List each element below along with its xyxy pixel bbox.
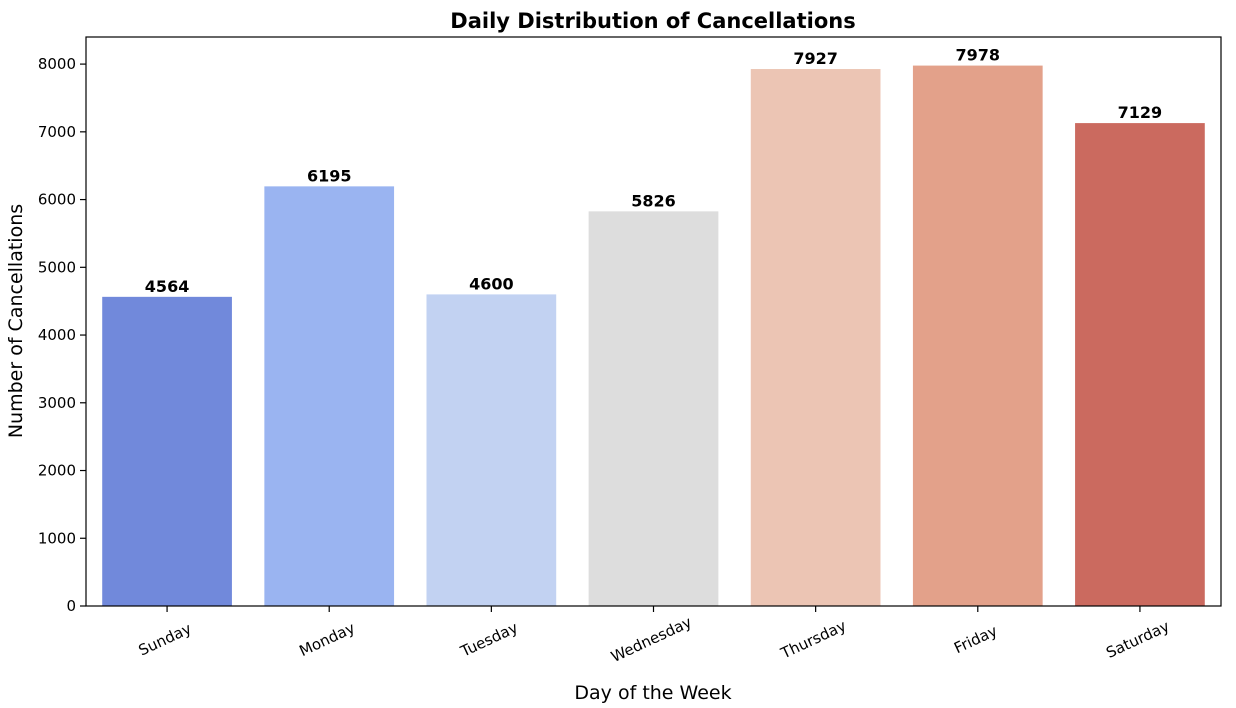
y-tick-label: 4000: [38, 326, 76, 344]
data-label-thursday: 7927: [793, 49, 838, 68]
data-label-monday: 6195: [307, 166, 352, 185]
bar-thursday: [750, 69, 881, 607]
x-tick-label-sunday: Sunday: [136, 619, 195, 659]
x-tick-label-tuesday: Tuesday: [457, 618, 521, 661]
bar-tuesday: [426, 294, 557, 606]
x-tick-label-monday: Monday: [296, 619, 357, 660]
data-label-sunday: 4564: [145, 277, 190, 296]
bars-group: 4564 6195 4600 5826 7927 7978 7129: [102, 46, 1205, 607]
data-label-tuesday: 4600: [469, 274, 514, 293]
data-label-saturday: 7129: [1118, 103, 1163, 122]
bar-saturday: [1075, 123, 1205, 606]
bar-wednesday: [588, 211, 719, 607]
chart-title: Daily Distribution of Cancellations: [450, 9, 855, 33]
bar-monday: [264, 186, 395, 607]
x-tick-label-wednesday: Wednesday: [608, 613, 694, 666]
y-tick-label: 1000: [38, 529, 76, 547]
y-tick-label: 6000: [38, 191, 76, 209]
y-tick-label: 8000: [38, 55, 76, 73]
bar-sunday: [102, 296, 232, 606]
x-tick-label-saturday: Saturday: [1103, 617, 1172, 662]
data-label-wednesday: 5826: [631, 191, 676, 210]
plot-frame: [85, 36, 1222, 607]
x-axis: Sunday Monday Tuesday Wednesday Thursday Frid…: [136, 606, 1172, 666]
y-tick-label: 2000: [38, 462, 76, 480]
y-tick-label: 0: [66, 597, 76, 615]
data-label-friday: 7978: [956, 46, 1001, 65]
y-axis: 0 1000 2000 3000 4000 5000 6000 7000 8000: [38, 55, 86, 615]
x-tick-label-friday: Friday: [951, 622, 1000, 658]
x-tick-label-thursday: Thursday: [777, 617, 849, 663]
y-axis-label: Number of Cancellations: [5, 204, 27, 438]
y-tick-label: 7000: [38, 123, 76, 141]
y-tick-label: 5000: [38, 258, 76, 276]
bar-friday: [912, 65, 1043, 607]
x-axis-label: Day of the Week: [574, 682, 731, 704]
y-tick-label: 3000: [38, 394, 76, 412]
